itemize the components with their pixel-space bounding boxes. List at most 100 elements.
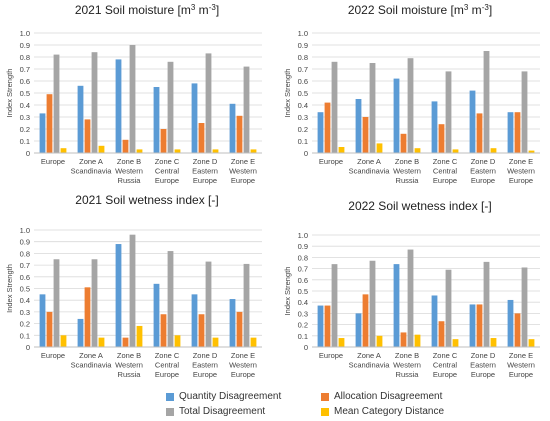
bar-total-disagreement [91, 52, 98, 154]
bar-allocation-disagreement [362, 294, 369, 347]
x-tick-label: Europe [41, 351, 65, 360]
bar-mean-category-distance [174, 149, 181, 153]
x-tick-label: Central [433, 361, 458, 370]
x-tick-label: Eastern [192, 361, 218, 370]
y-tick-label: 0.7 [298, 265, 308, 274]
x-tick-label: Europe [509, 370, 533, 379]
bar-allocation-disagreement [122, 139, 129, 153]
x-tick-label: Zone C [433, 157, 458, 166]
x-tick-label: Europe [41, 157, 65, 166]
x-tick-label: Europe [231, 370, 255, 379]
bar-mean-category-distance [338, 147, 345, 153]
x-tick-label: Zone D [471, 351, 496, 360]
x-tick-label: Europe [193, 176, 217, 185]
bar-allocation-disagreement [438, 124, 445, 153]
bar-total-disagreement [369, 63, 376, 153]
bar-total-disagreement [369, 260, 376, 347]
x-tick-label: Russia [118, 176, 142, 185]
x-tick-label: Zone E [231, 351, 255, 360]
bar-total-disagreement [53, 54, 60, 153]
bar-quantity-disagreement [355, 99, 362, 153]
bar-quantity-disagreement [317, 305, 324, 347]
y-tick-label: 0.2 [20, 125, 30, 134]
bar-quantity-disagreement [191, 83, 198, 153]
x-tick-label: Zone A [357, 157, 381, 166]
x-tick-label: Russia [118, 370, 142, 379]
x-tick-label: Zone B [117, 157, 141, 166]
x-tick-label: Zone C [155, 351, 180, 360]
y-tick-label: 1.0 [298, 231, 308, 240]
y-tick-label: 0.6 [298, 276, 308, 285]
x-tick-label: Western [393, 361, 421, 370]
bar-allocation-disagreement [84, 119, 91, 153]
bar-mean-category-distance [250, 337, 257, 347]
bar-mean-category-distance [338, 338, 345, 347]
x-tick-label: Zone D [471, 157, 496, 166]
x-tick-label: Western [229, 167, 257, 176]
x-tick-label: Europe [509, 176, 533, 185]
y-tick-label: 0.4 [298, 298, 308, 307]
y-tick-label: 1.0 [298, 29, 308, 38]
bar-allocation-disagreement [400, 332, 407, 347]
x-tick-label: Western [507, 167, 535, 176]
x-tick-label: Zone E [231, 157, 255, 166]
x-tick-label: Zone B [395, 351, 419, 360]
bar-allocation-disagreement [236, 311, 243, 347]
y-axis-label: Index Strength [5, 264, 14, 313]
y-tick-label: 1.0 [20, 226, 30, 235]
y-tick-label: 0.8 [20, 53, 30, 62]
x-tick-label: Central [433, 167, 458, 176]
x-tick-label: Western [393, 167, 421, 176]
bar-mean-category-distance [60, 148, 67, 153]
bar-quantity-disagreement [39, 294, 46, 347]
bar-total-disagreement [129, 45, 136, 153]
y-axis-label: Index Strength [283, 267, 292, 316]
bar-mean-category-distance [250, 149, 257, 153]
bar-mean-category-distance [452, 149, 459, 153]
x-tick-label: Zone B [117, 351, 141, 360]
y-tick-label: 0.1 [20, 331, 30, 340]
bar-allocation-disagreement [84, 287, 91, 347]
bar-total-disagreement [407, 58, 414, 154]
x-tick-label: Zone C [433, 351, 458, 360]
y-tick-label: 0.4 [298, 101, 308, 110]
bar-mean-category-distance [212, 337, 219, 347]
bar-allocation-disagreement [514, 112, 521, 153]
bar-quantity-disagreement [469, 90, 476, 153]
y-tick-label: 0.5 [20, 285, 30, 294]
bar-mean-category-distance [98, 337, 105, 347]
x-tick-label: Europe [319, 351, 343, 360]
y-tick-label: 0.3 [20, 308, 30, 317]
y-tick-label: 0.2 [298, 321, 308, 330]
y-tick-label: 1.0 [20, 29, 30, 38]
y-tick-label: 0.7 [20, 261, 30, 270]
bar-allocation-disagreement [160, 129, 167, 153]
y-tick-label: 0.2 [298, 125, 308, 134]
y-tick-label: 0.1 [298, 332, 308, 341]
bar-quantity-disagreement [507, 112, 514, 153]
bar-quantity-disagreement [191, 294, 198, 347]
bar-quantity-disagreement [317, 112, 324, 153]
x-tick-label: Europe [433, 370, 457, 379]
y-tick-label: 0.8 [298, 53, 308, 62]
bar-allocation-disagreement [324, 305, 331, 347]
bar-mean-category-distance [414, 334, 421, 347]
x-tick-label: Europe [471, 176, 495, 185]
x-tick-label: Zone E [509, 157, 533, 166]
bar-total-disagreement [331, 264, 338, 347]
y-tick-label: 0.5 [298, 287, 308, 296]
bar-allocation-disagreement [438, 321, 445, 347]
bar-total-disagreement [521, 71, 528, 153]
bar-total-disagreement [91, 259, 98, 347]
bar-allocation-disagreement [46, 311, 53, 347]
x-tick-label: Zone D [193, 157, 218, 166]
y-tick-label: 0.8 [20, 249, 30, 258]
x-tick-label: Western [115, 167, 143, 176]
x-tick-label: Europe [231, 176, 255, 185]
x-tick-label: Zone A [357, 351, 381, 360]
bar-total-disagreement [167, 61, 174, 153]
bar-quantity-disagreement [77, 318, 84, 347]
bar-mean-category-distance [376, 335, 383, 347]
bar-total-disagreement [445, 71, 452, 153]
